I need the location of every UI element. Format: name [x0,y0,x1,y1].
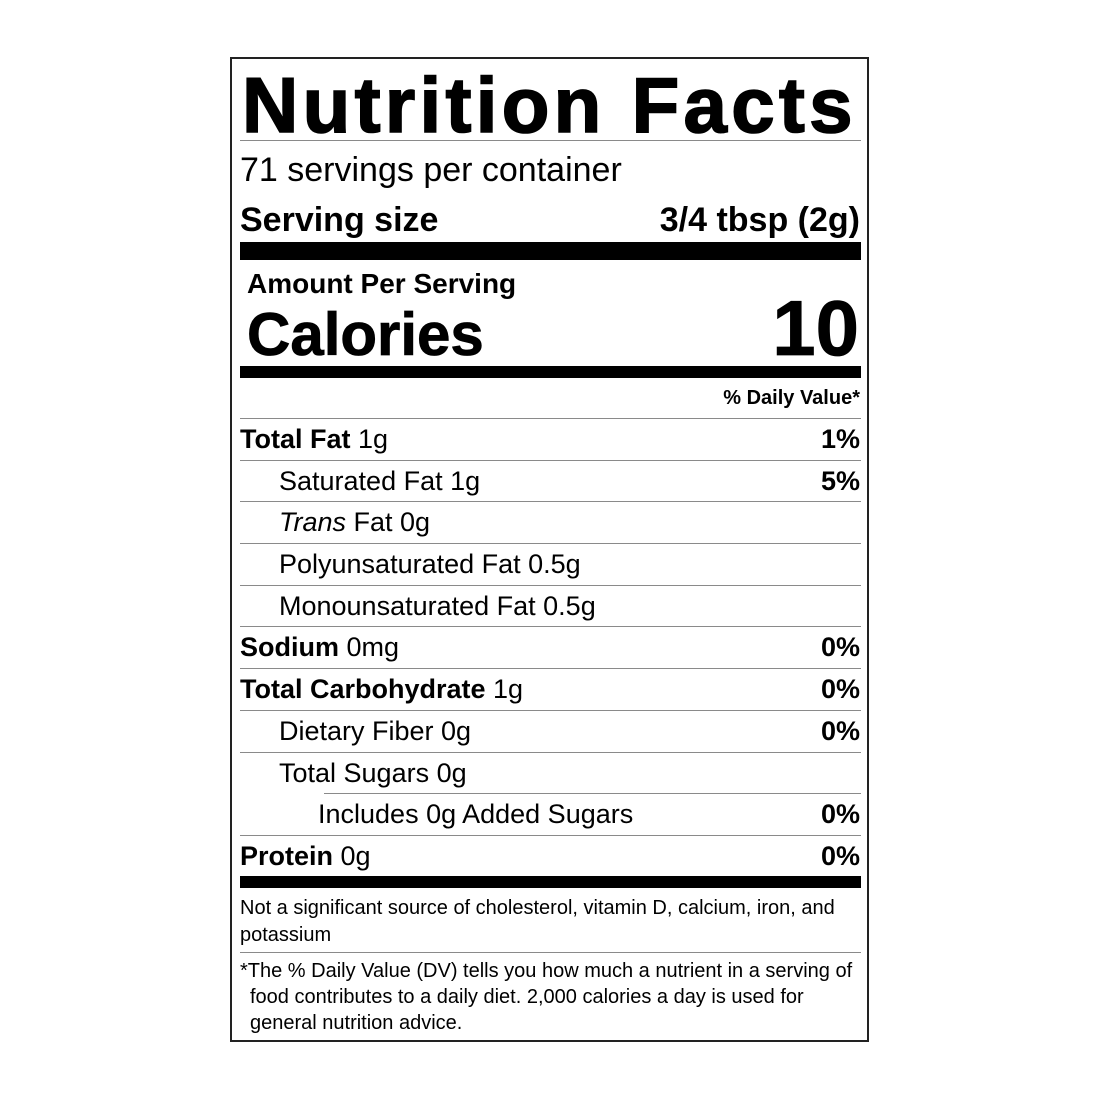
serving-size-value: 3/4 tbsp (2g) [659,201,860,239]
nutrient-name: Polyunsaturated Fat 0.5g [279,544,581,585]
nutrient-row: Total Carbohydrate 1g 0% [240,668,861,710]
nutrient-label: Total Sugars 0g [279,757,467,788]
nutrient-label: Protein [240,840,334,871]
nutrient-name: Dietary Fiber 0g [279,711,471,752]
nutrient-daily-value: 5% [820,465,860,496]
nutrient-daily-value: 0% [820,715,860,746]
nutrient-row: Sodium 0mg 0% [240,626,861,668]
nutrient-label: Total Fat [240,424,351,454]
row-divider [240,709,861,711]
footnote-daily-value: *The % Daily Value (DV) tells you how mu… [240,960,853,1034]
nutrient-row: Total Fat 1g 1% [240,418,861,460]
nutrient-label: Sodium [240,632,339,663]
row-divider [240,459,861,461]
nutrient-row: Includes 0g Added Sugars 0% [240,793,861,835]
amount-per-serving: Amount Per Serving [247,268,517,299]
nutrient-row: Monounsaturated Fat 0.5g [240,584,861,627]
nutrient-daily-value: 0% [820,799,860,830]
nutrient-name: Saturated Fat 1g [279,461,480,502]
nutrient-amount: Fat 0g [346,507,431,538]
divider [240,952,861,953]
nutrient-label: Dietary Fiber 0g [279,715,472,746]
nutrient-label: Includes 0g Added Sugars [318,799,634,830]
nutrient-label: Saturated Fat 1g [279,465,481,496]
nutrient-row: Polyunsaturated Fat 0.5g [240,543,861,585]
nutrient-row: Total Sugars 0g [240,751,861,794]
daily-value-header: % Daily Value* [723,387,860,409]
nutrient-name: Total Fat 1g [240,419,388,460]
row-divider [240,626,861,628]
serving-size-label: Serving size [240,201,439,239]
row-divider [324,793,861,795]
nutrient-amount: 0g [333,840,371,871]
row-divider [240,751,861,753]
nutrient-name: Total Sugars 0g [279,753,467,794]
nutrient-label: Monounsaturated Fat 0.5g [279,590,596,621]
medium-divider [240,366,861,378]
nutrition-facts-label: Nutrition Facts 71 servings per containe… [230,57,869,1042]
nutrient-row: Trans Fat 0g [240,501,861,543]
nutrient-row: Protein 0g 0% [240,834,861,877]
nutrient-amount: 0mg [339,632,400,663]
row-divider [240,834,861,836]
nutrient-label: Total Carbohydrate [240,674,486,705]
nutrient-amount: 1g [350,424,389,454]
label-title: Nutrition Facts [241,61,857,149]
nutrient-daily-value: 0% [820,632,860,663]
row-divider [240,418,861,419]
nutrient-table: Total Fat 1g 1% Saturated Fat 1g 5% Trans Fa… [240,418,861,877]
nutrient-row: Dietary Fiber 0g 0% [240,709,861,752]
row-divider [240,501,861,503]
nutrient-daily-value: 0% [820,674,860,705]
calories-value: 10 [772,284,860,372]
servings-per-container: 71 servings per container [240,151,622,189]
footnote-nutrients: Not a significant source of cholesterol,… [240,897,835,946]
nutrient-name: Includes 0g Added Sugars [318,794,633,835]
divider [240,140,861,141]
nutrient-name: Total Carbohydrate 1g [240,669,523,710]
nutrient-daily-value: 1% [820,424,860,454]
row-divider [240,543,861,545]
nutrient-row: Saturated Fat 1g 5% [240,459,861,502]
nutrient-name: Protein 0g [240,836,371,877]
row-divider [240,584,861,586]
nutrient-label: Trans [279,507,347,538]
nutrient-name: Sodium 0mg [240,627,399,668]
calories-label: Calories [247,301,485,369]
nutrient-label: Polyunsaturated Fat 0.5g [279,549,581,580]
thick-divider [240,242,861,260]
row-divider [240,668,861,670]
nutrient-daily-value: 0% [820,840,860,871]
bottom-thick-divider [240,876,861,888]
nutrient-amount: 1g [485,674,524,705]
nutrient-name: Monounsaturated Fat 0.5g [279,586,596,627]
nutrient-name: Trans Fat 0g [279,502,430,543]
